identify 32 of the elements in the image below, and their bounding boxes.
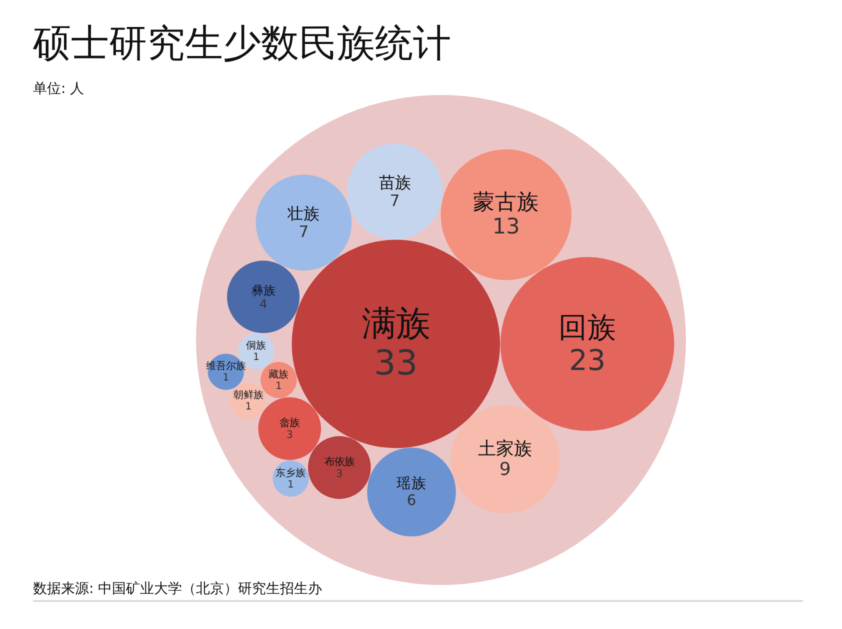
category-label: 侗族 [246,340,266,352]
data-label: 6 [406,492,416,509]
category-label: 瑶族 [396,474,427,492]
data-label: 1 [222,372,230,384]
category-label: 藏族 [268,368,289,380]
category-label: 朝鲜族 [233,389,264,402]
data-label: 1 [252,352,260,364]
text: 硕士研究生少数民族统计 [33,20,451,67]
category-label: 壮族 [286,204,320,223]
data-label: 23 [569,343,606,378]
data-label: 13 [492,214,520,240]
data-label: 3 [286,428,293,441]
data-label: 7 [298,222,309,242]
text: 单位: 人 [33,80,84,98]
category-label: 畲族 [280,416,300,429]
category-label: 回族 [558,310,616,344]
data-label: 7 [390,191,400,210]
category-label: 彝族 [251,283,276,298]
category-label: 东乡族 [276,467,306,480]
data-label: 1 [288,480,294,491]
category-label: 蒙古族 [473,190,540,215]
category-label: 布依族 [324,456,354,468]
category-label: 满族 [362,304,430,344]
data-label: 1 [245,402,252,413]
data-label: 4 [259,297,268,312]
data-label: 3 [336,468,343,480]
data-label: 33 [374,344,418,384]
category-label: 土家族 [478,438,532,460]
data-label: 9 [499,459,511,480]
source-note: 数据来源: 中国矿业大学（北京）研究生招生办 [33,580,803,602]
category-label: 苗族 [378,172,411,192]
data-label: 1 [276,380,282,392]
